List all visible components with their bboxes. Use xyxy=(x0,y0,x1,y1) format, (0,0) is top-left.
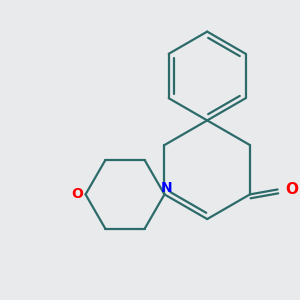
Text: N: N xyxy=(160,182,172,196)
Text: O: O xyxy=(285,182,298,197)
Text: O: O xyxy=(72,188,84,201)
